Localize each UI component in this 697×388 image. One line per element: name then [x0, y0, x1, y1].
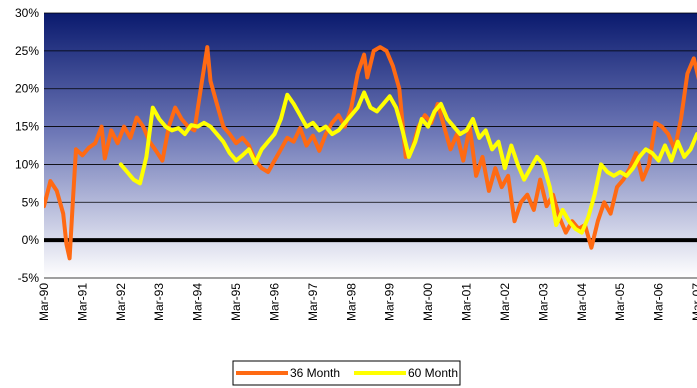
x-tick-label: Mar-01 — [460, 283, 474, 321]
x-tick-label: Mar-02 — [498, 283, 512, 321]
y-tick-label: 10% — [15, 157, 39, 171]
y-tick-label: -5% — [18, 271, 40, 285]
x-tick-label: Mar-92 — [114, 283, 128, 321]
x-tick-label: Mar-90 — [37, 283, 51, 321]
legend: 36 Month 60 Month — [232, 360, 461, 386]
x-tick-label: Mar-91 — [75, 283, 89, 321]
y-tick-label: 15% — [15, 120, 39, 134]
y-tick-label: 5% — [22, 195, 40, 209]
y-tick-label: 20% — [15, 82, 39, 96]
series-lines — [44, 45, 697, 261]
x-tick-label: Mar-05 — [613, 283, 627, 321]
x-tick-label: Mar-95 — [229, 283, 243, 321]
x-axis-ticks: Mar-90 Mar-91 Mar-92 Mar-93 Mar-94 Mar-95 Mar-… — [37, 283, 697, 321]
x-tick-label: Mar-93 — [152, 283, 166, 321]
x-tick-label: Mar-03 — [536, 283, 550, 321]
x-tick-label: Mar-99 — [383, 283, 397, 321]
x-tick-label: Mar-07 — [690, 283, 697, 321]
legend-label: 60 Month — [408, 366, 458, 380]
x-tick-label: Mar-06 — [652, 283, 666, 321]
x-tick-label: Mar-00 — [421, 283, 435, 321]
legend-label: 36 Month — [290, 366, 340, 380]
y-axis-ticks: -5% 0% 5% 10% 15% 20% 25% 30% — [15, 6, 39, 285]
x-tick-label: Mar-96 — [267, 283, 281, 321]
y-tick-label: 25% — [15, 44, 39, 58]
series-line-1 — [118, 90, 697, 235]
x-tick-label: Mar-94 — [191, 283, 205, 321]
x-tick-label: Mar-98 — [344, 283, 358, 321]
x-tick-label: Mar-04 — [575, 283, 589, 321]
x-tick-label: Mar-97 — [306, 283, 320, 321]
y-tick-label: 0% — [22, 233, 40, 247]
y-tick-label: 30% — [15, 6, 39, 20]
